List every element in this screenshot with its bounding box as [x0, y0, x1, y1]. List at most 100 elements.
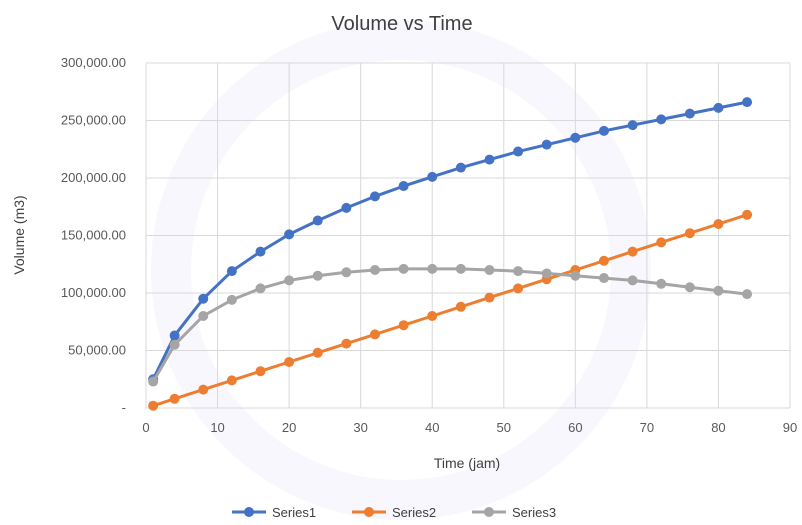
data-point — [513, 283, 524, 294]
data-point — [627, 275, 638, 286]
x-tick-label: 60 — [568, 420, 582, 435]
data-point — [198, 311, 209, 321]
x-tick-label: 20 — [282, 420, 296, 435]
data-point — [427, 311, 438, 321]
x-tick-label: 0 — [142, 420, 149, 435]
y-tick-label: - — [122, 400, 126, 415]
data-point — [369, 191, 380, 202]
data-point — [398, 320, 409, 331]
data-point — [742, 209, 753, 220]
data-point — [284, 229, 295, 240]
data-point — [656, 237, 667, 248]
data-point — [684, 282, 695, 293]
y-tick-label: 50,000.00 — [68, 343, 126, 358]
series-line — [151, 267, 748, 383]
data-point — [598, 273, 609, 284]
data-point — [398, 263, 409, 274]
legend-marker — [244, 507, 254, 517]
data-point — [341, 267, 352, 278]
data-point — [570, 270, 581, 281]
data-point — [169, 339, 180, 350]
data-point — [455, 301, 466, 312]
data-point — [713, 285, 724, 296]
series-layer — [148, 97, 753, 411]
data-point — [312, 270, 323, 281]
data-point — [148, 376, 159, 387]
data-point — [684, 228, 695, 239]
data-point — [513, 266, 524, 277]
series-line — [152, 213, 748, 408]
data-point — [341, 338, 352, 349]
x-axis-label: Time (jam) — [434, 455, 500, 471]
data-point — [656, 114, 667, 125]
x-tick-label: 30 — [353, 420, 367, 435]
data-point — [570, 132, 581, 143]
legend-item: Series3 — [472, 505, 556, 520]
legend-label: Series3 — [512, 505, 556, 520]
watermark-ring — [151, 20, 651, 520]
data-point — [742, 97, 753, 108]
data-point — [312, 215, 323, 226]
x-tick-label: 10 — [210, 420, 224, 435]
data-point — [255, 283, 266, 294]
data-point — [398, 181, 409, 192]
legend-marker — [484, 507, 494, 517]
data-point — [427, 263, 438, 274]
data-point — [226, 266, 237, 277]
data-point — [541, 139, 552, 150]
y-tick-label: 150,000.00 — [61, 228, 126, 243]
data-point — [369, 265, 380, 275]
y-axis-label: Volume (m3) — [11, 195, 27, 274]
data-point — [169, 330, 180, 341]
tick-labels: - 50,000.00 100,000.00 150,000.00 200,000.00… — [61, 55, 797, 435]
data-point — [427, 171, 438, 182]
legend: Series1 Series2 Series3 — [232, 505, 556, 520]
chart-title: Volume vs Time — [331, 13, 472, 35]
x-tick-label: 40 — [425, 420, 439, 435]
legend-item: Series2 — [352, 505, 436, 520]
data-point — [198, 384, 209, 395]
data-point — [484, 292, 495, 303]
legend-label: Series2 — [392, 505, 436, 520]
data-point — [742, 289, 753, 300]
data-point — [255, 246, 266, 257]
data-point — [455, 162, 466, 173]
x-tick-label: 90 — [783, 420, 797, 435]
data-point — [484, 154, 495, 165]
data-point — [369, 329, 380, 340]
data-point — [148, 400, 159, 411]
data-point — [284, 357, 295, 367]
series-1 — [148, 97, 753, 385]
y-tick-label: 200,000.00 — [61, 170, 126, 185]
data-point — [312, 347, 323, 358]
data-point — [598, 255, 609, 266]
data-point — [341, 202, 352, 213]
legend-item: Series1 — [232, 505, 316, 520]
series-2 — [148, 209, 753, 411]
data-point — [284, 275, 295, 286]
legend-marker — [364, 507, 374, 517]
legend-label: Series1 — [272, 505, 316, 520]
data-point — [627, 246, 638, 257]
data-point — [713, 102, 724, 113]
x-tick-label: 80 — [711, 420, 725, 435]
y-tick-label: 250,000.00 — [61, 113, 126, 128]
data-point — [226, 294, 237, 305]
y-tick-label: 100,000.00 — [61, 285, 126, 300]
data-point — [226, 375, 237, 386]
x-tick-label: 70 — [640, 420, 654, 435]
data-point — [656, 278, 667, 289]
data-point — [169, 393, 180, 404]
data-point — [684, 108, 695, 119]
series-line — [151, 100, 748, 380]
y-tick-label: 300,000.00 — [61, 55, 126, 70]
series-3 — [148, 263, 753, 387]
data-point — [198, 293, 209, 304]
data-point — [713, 219, 724, 229]
x-tick-label: 50 — [497, 420, 511, 435]
data-point — [627, 120, 638, 131]
data-point — [513, 146, 524, 157]
data-point — [484, 265, 495, 275]
